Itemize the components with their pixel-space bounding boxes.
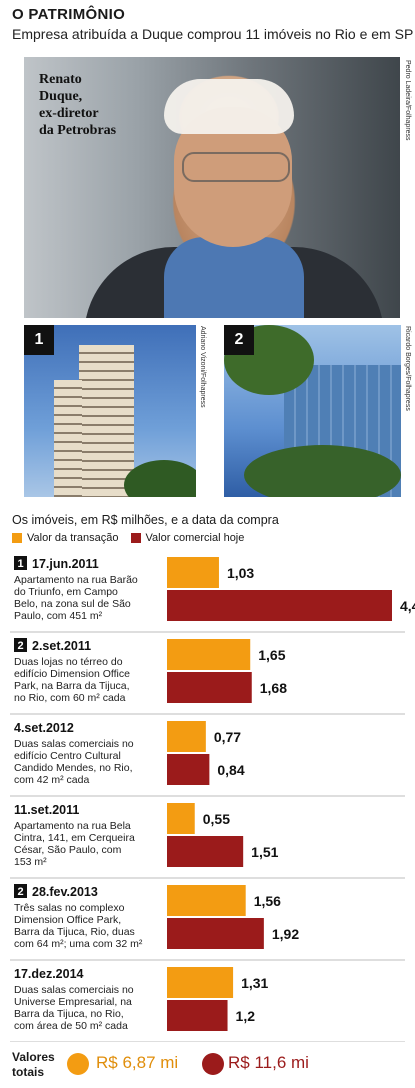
data-label-comercial: 1,51 — [251, 844, 278, 860]
photo-badge-2: 2 — [224, 325, 254, 355]
entry-description-line: edifício Dimension Office — [14, 668, 130, 680]
bar-valor-transacao — [167, 721, 206, 752]
page-subtitle: Empresa atribuída a Duque comprou 11 imó… — [12, 26, 414, 42]
legend-swatch-comercial — [130, 533, 141, 543]
totals-label-line: totais — [12, 1065, 45, 1079]
photo-tower-shape — [79, 345, 134, 497]
photo-building-1: 1 — [24, 325, 196, 497]
photo-tower-shape — [54, 380, 82, 497]
data-label-transacao: 1,31 — [241, 975, 268, 991]
entry-date: 28.fev.2013 — [32, 885, 98, 899]
entry-description-line: Dimension Office Park, — [14, 914, 121, 926]
totals-label: Valores totais — [12, 1050, 55, 1080]
data-label-comercial: 1,2 — [236, 1008, 256, 1024]
legend-swatch-transacao — [12, 533, 22, 543]
photo-hair-shape — [164, 79, 294, 134]
entry-description-line: Apartamento na rua Bela — [14, 820, 131, 832]
photo-caption-line: da Petrobras — [39, 123, 117, 138]
entry-number-badge-text: 2 — [17, 886, 23, 898]
photo-building-2: 2 — [224, 325, 401, 497]
bar-valor-transacao — [167, 639, 251, 670]
total-comercial-value: R$ 11,6 mi — [228, 1053, 309, 1072]
bar-valor-comercial — [167, 754, 210, 785]
photo-badge-1: 1 — [24, 325, 54, 355]
entry-description-line: Apartamento na rua Barão — [14, 574, 138, 586]
entry-description-line: César, São Paulo, com — [14, 844, 122, 856]
entry-description-line: Barra da Tijuca, no Rio, — [14, 1008, 124, 1020]
photo-credit-2: Ricardo Borges/Folhapress — [404, 326, 411, 411]
entry-description-line: com 64 m²; uma com 32 m² — [14, 938, 143, 950]
entry-date: 17.jun.2011 — [32, 557, 99, 571]
photo-shirt-shape — [164, 237, 304, 318]
photo-caption-line: ex-diretor — [39, 106, 99, 121]
photo-shrub-shape — [244, 445, 401, 497]
entry-date: 4.set.2012 — [14, 721, 74, 735]
entry-description-line: Barra da Tijuca, Rio, duas — [14, 926, 135, 938]
legend-item-comercial: Valor comercial hoje — [130, 532, 245, 544]
data-label-transacao: 1,03 — [227, 565, 254, 581]
data-label-comercial: 1,92 — [272, 926, 299, 942]
entry-description-line: 153 m² — [14, 856, 47, 868]
photo-credit-1: Adriano Vizoni/Folhapress — [199, 326, 206, 408]
entry-description-line: Park, na Barra da Tijuca, — [14, 680, 130, 692]
legend-label-comercial: Valor comercial hoje — [145, 532, 245, 544]
entry-description-line: Candido Mendes, no Rio, — [14, 762, 133, 774]
data-label-transacao: 0,77 — [214, 729, 241, 745]
entry-description-line: com área de 50 m² cada — [14, 1020, 128, 1032]
entry-description-line: edifício Centro Cultural — [14, 750, 121, 762]
data-label-comercial: 1,68 — [260, 680, 287, 696]
photo-caption-line: Renato — [39, 72, 82, 87]
data-label-transacao: 1,65 — [258, 647, 285, 663]
bar-valor-transacao — [167, 967, 234, 998]
entry-date: 17.dez.2014 — [14, 967, 84, 981]
entry-number-badge — [14, 638, 27, 652]
photo-glasses-shape — [182, 152, 290, 182]
photo-caption: Renato Duque, ex-diretor da Petrobras — [39, 71, 116, 139]
chart-title: Os imóveis, em R$ milhões, e a data da c… — [12, 513, 279, 527]
entry-number-badge-text: 1 — [17, 558, 23, 570]
entry-date: 2.set.2011 — [32, 639, 91, 653]
entry-description-line: Paulo, com 451 m² — [14, 610, 103, 622]
section-title: O PATRIMÔNIO — [12, 6, 126, 23]
total-transacao-value: R$ 6,87 mi — [96, 1053, 179, 1072]
bar-valor-comercial — [167, 836, 244, 867]
photo-caption-line: Duque, — [39, 89, 83, 104]
entry-description-line: do Triunfo, em Campo — [14, 586, 118, 598]
bar-valor-comercial — [167, 672, 252, 703]
data-label-comercial: 4,46 — [400, 598, 415, 614]
data-label-transacao: 0,55 — [203, 811, 230, 827]
entry-number-badge — [14, 556, 27, 570]
bar-valor-transacao — [167, 803, 195, 834]
legend-label-transacao: Valor da transação — [27, 532, 119, 544]
totals-row: Valores totais R$ 6,87 mi R$ 11,6 mi — [12, 1047, 412, 1083]
photo-renato-duque: Renato Duque, ex-diretor da Petrobras — [24, 57, 400, 318]
entry-description-line: no Rio, com 60 m² cada — [14, 692, 126, 704]
bar-valor-comercial — [167, 590, 392, 621]
data-label-transacao: 1,56 — [254, 893, 281, 909]
bar-valor-transacao — [167, 885, 246, 916]
entry-description-line: Duas salas comerciais no — [14, 738, 134, 750]
entry-number-badge-text: 2 — [17, 640, 23, 652]
chart-legend: Valor da transação Valor comercial hoje — [12, 532, 256, 544]
data-label-comercial: 0,84 — [217, 762, 244, 778]
entry-description-line: Três salas no complexo — [14, 902, 125, 914]
photo-tree-shape — [124, 460, 196, 497]
entry-number-badge — [14, 884, 27, 898]
bar-valor-transacao — [167, 557, 219, 588]
entry-description-line: Cintra, 141, em Cerqueira — [14, 832, 135, 844]
entry-description-line: Duas lojas no térreo do — [14, 656, 123, 668]
bar-valor-comercial — [167, 1000, 228, 1031]
bar-valor-comercial — [167, 918, 264, 949]
entry-date: 11.set.2011 — [14, 803, 79, 817]
entry-description-line: Duas salas comerciais no — [14, 984, 134, 996]
total-transacao-dot — [67, 1053, 89, 1075]
entry-description-line: com 42 m² cada — [14, 774, 89, 786]
entry-description-line: Belo, na zona sul de São — [14, 598, 131, 610]
totals-label-line: Valores — [12, 1050, 55, 1064]
entry-description-line: Universe Empresarial, na — [14, 996, 132, 1008]
total-comercial-dot — [202, 1053, 224, 1075]
photo-credit-main: Pedro Ladeira/Folhapress — [404, 60, 411, 141]
legend-item-transacao: Valor da transação — [12, 532, 119, 544]
